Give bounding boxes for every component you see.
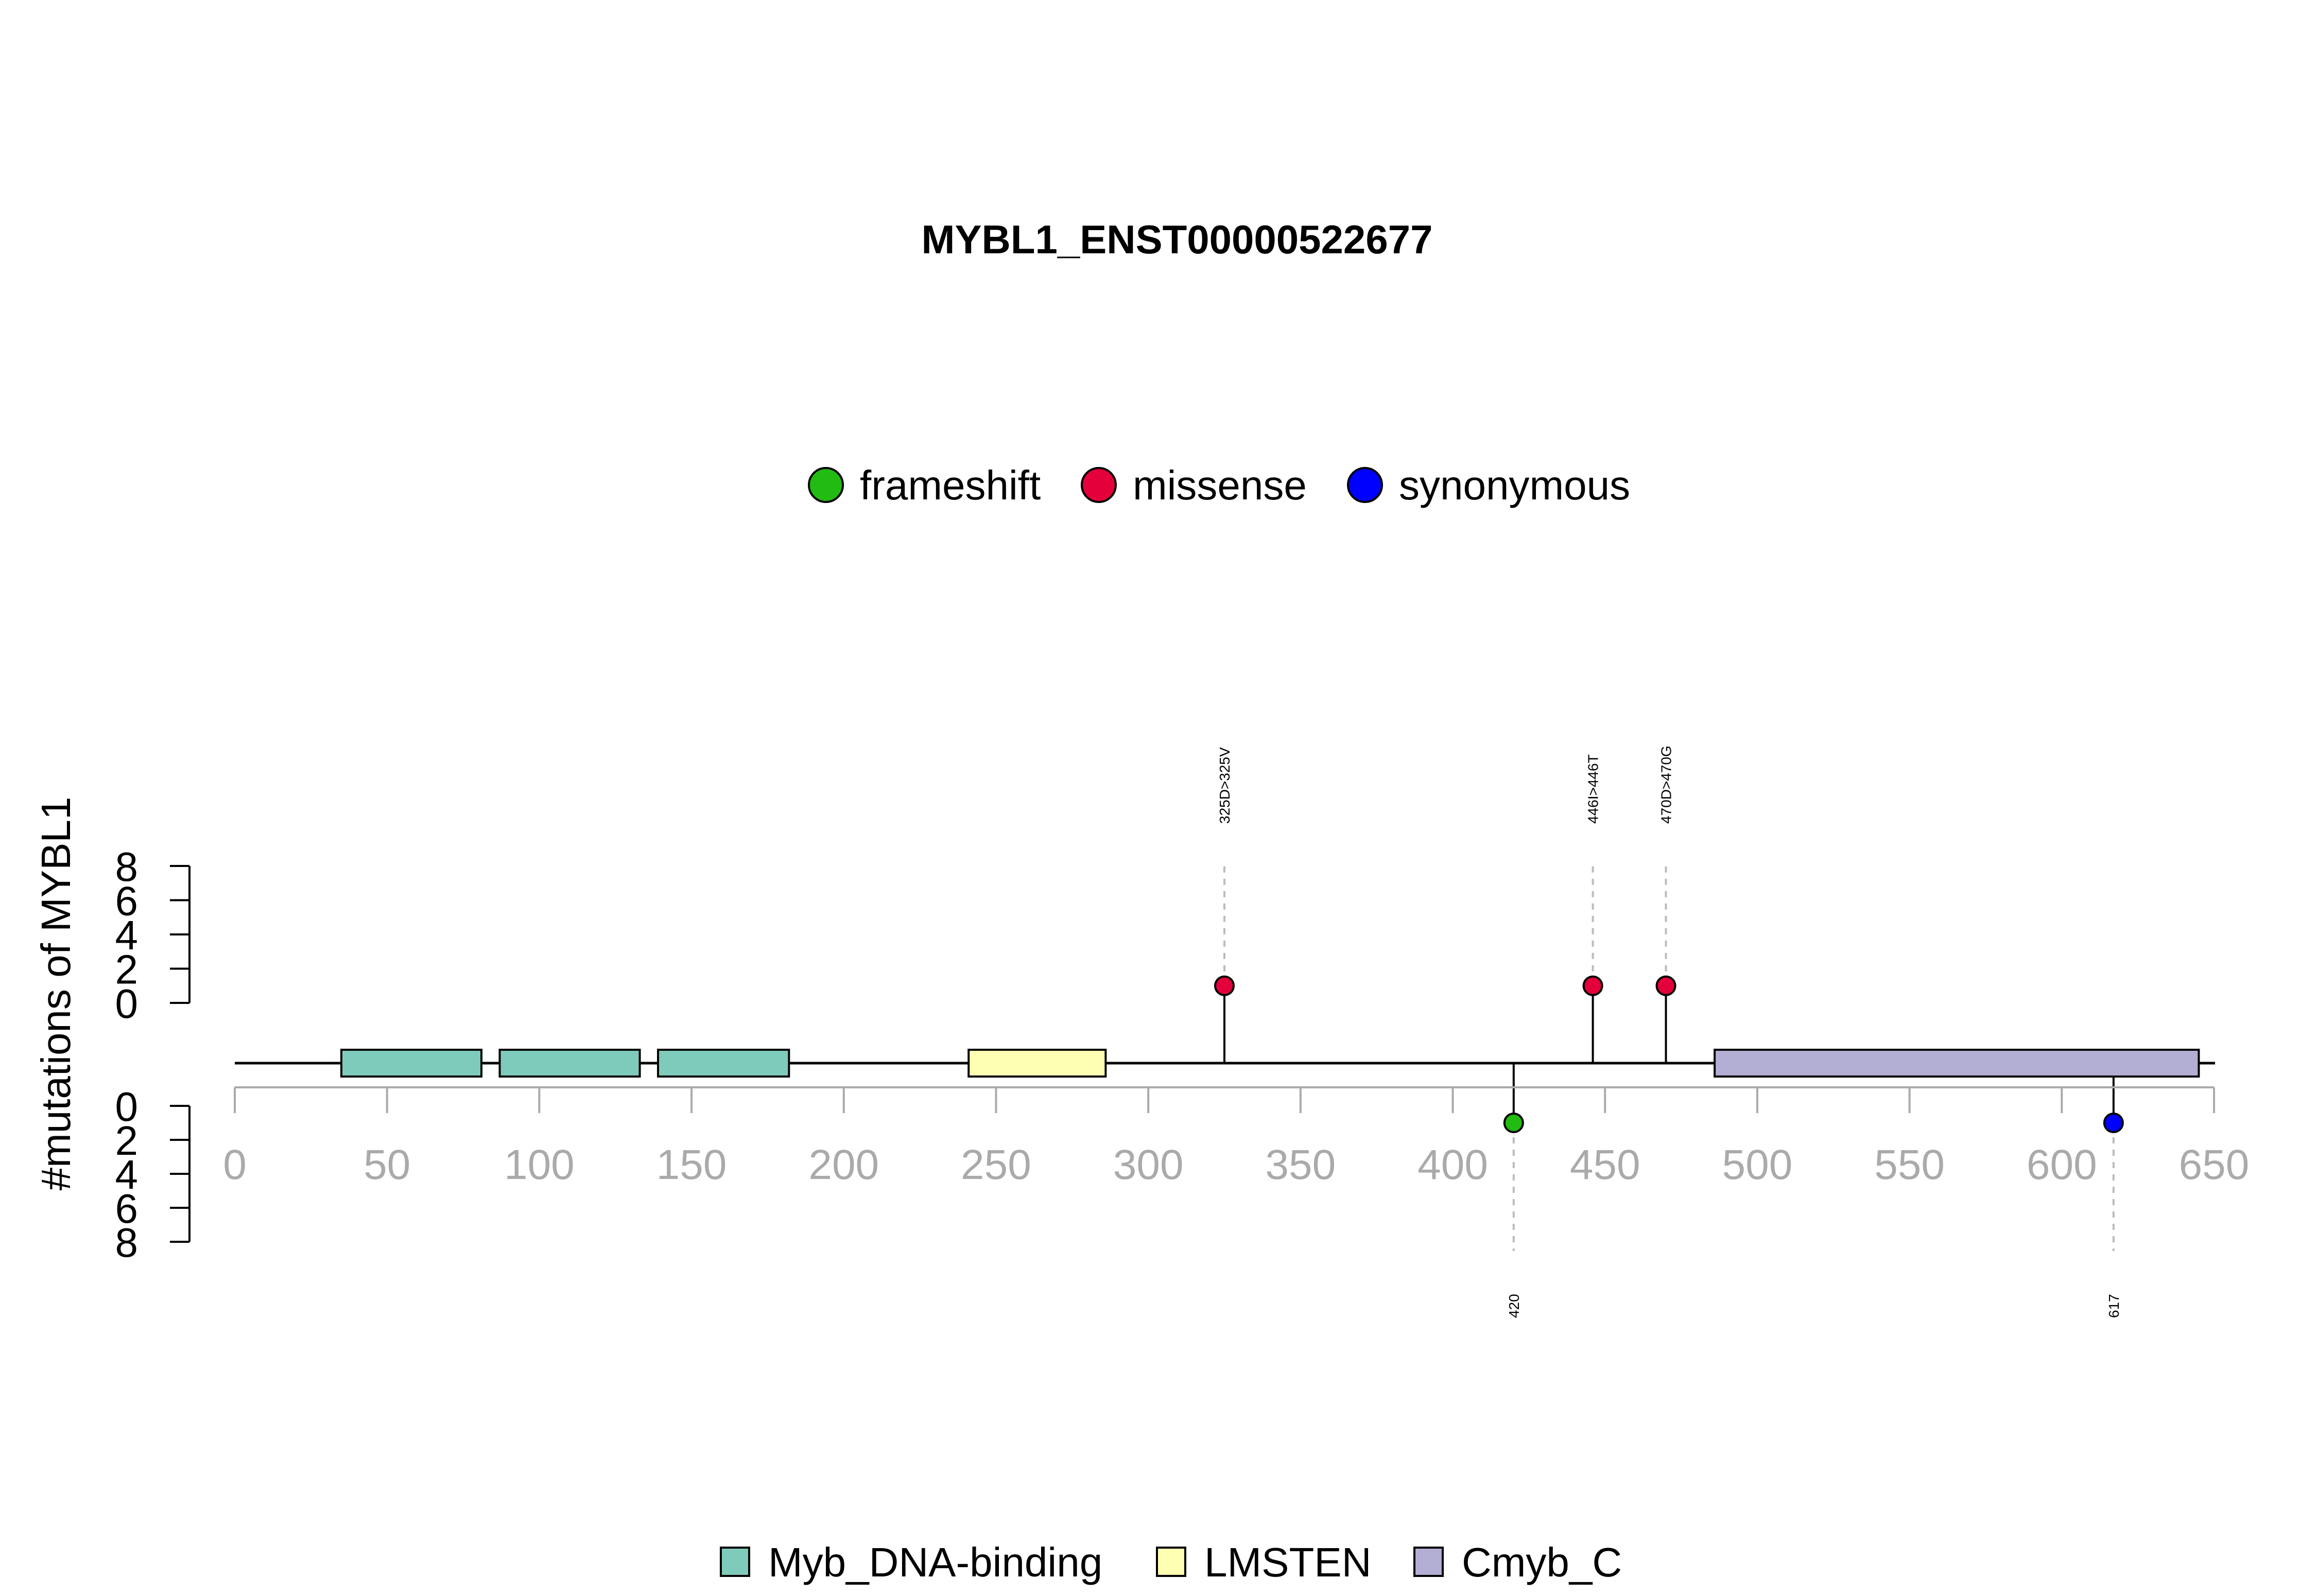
legend-label-frameshift: frameshift xyxy=(860,462,1041,508)
x-tick-label: 550 xyxy=(1874,1141,1945,1188)
x-tick-label: 300 xyxy=(1113,1141,1184,1188)
x-tick-label: 600 xyxy=(2027,1141,2097,1188)
x-tick-label: 350 xyxy=(1265,1141,1336,1188)
mutation-label: 617 xyxy=(2106,1294,2122,1318)
mutation-stems xyxy=(1223,861,2115,1251)
legend-marker-synonymous xyxy=(1347,467,1383,503)
y-upper-tick-label: 0 xyxy=(115,981,139,1027)
y-lower-tick-label: 2 xyxy=(115,1118,139,1164)
protein-domains xyxy=(340,1049,2200,1078)
legend-label-synonymous: synonymous xyxy=(1399,462,1630,508)
domain-box xyxy=(340,1049,483,1078)
domain-legend-label: LMSTEN xyxy=(1204,1539,1372,1585)
x-tick-label: 650 xyxy=(2179,1141,2250,1188)
mutation-point xyxy=(1214,975,1235,996)
domain-legend-swatch xyxy=(1156,1547,1186,1577)
y-upper-tick-label: 2 xyxy=(115,947,139,993)
y-lower-tick-label: 4 xyxy=(115,1152,139,1198)
x-axis: 0 50 100 150 200 250 300 350 400 450 500 550 600 650 xyxy=(223,1086,2250,1188)
chart-title: MYBL1_ENST00000522677 xyxy=(922,217,1433,262)
x-tick-label: 100 xyxy=(504,1141,575,1188)
domain-box xyxy=(657,1049,790,1078)
y-upper-tick-label: 8 xyxy=(115,844,139,890)
mutation-point xyxy=(2103,1113,2124,1133)
y-lower-tick-label: 0 xyxy=(115,1084,139,1130)
x-tick-label: 250 xyxy=(961,1141,1031,1188)
domain-legend-label: Myb_DNA-binding xyxy=(768,1539,1102,1585)
domain-box xyxy=(967,1049,1107,1078)
mutation-points xyxy=(1214,975,2124,1133)
mutation-label: 470D>470G xyxy=(1658,745,1674,824)
x-tick-label: 400 xyxy=(1417,1141,1488,1188)
mutation-point xyxy=(1655,975,1676,996)
y-lower-tick-label: 6 xyxy=(115,1186,139,1231)
legend-marker-frameshift xyxy=(808,467,844,503)
legend-label-missense: missense xyxy=(1133,462,1307,508)
y-upper-tick-label: 4 xyxy=(115,912,139,958)
mutation-label: 446I>446T xyxy=(1585,754,1601,824)
domain-box xyxy=(498,1049,641,1078)
mutation-labels: 325D>325V 446I>446T 470D>470G 420 617 xyxy=(1217,745,2122,1318)
mutation-point xyxy=(1503,1113,1524,1133)
domain-legend-label: Cmyb_C xyxy=(1462,1539,1622,1585)
mutation-label: 420 xyxy=(1506,1294,1522,1318)
domain-legend-swatch xyxy=(720,1547,750,1577)
domain-legend: Myb_DNA-binding LMSTEN Cmyb_C xyxy=(720,1539,1622,1585)
mutation-label: 325D>325V xyxy=(1217,747,1233,824)
x-tick-label: 0 xyxy=(223,1141,247,1188)
legend-marker-missense xyxy=(1081,467,1117,503)
y-axis-label: #mutations of MYBL1 xyxy=(33,797,79,1191)
x-tick-label: 50 xyxy=(364,1141,410,1188)
x-tick-label: 500 xyxy=(1722,1141,1793,1188)
domain-legend-swatch xyxy=(1413,1547,1444,1577)
mutation-legend: frameshift missense synonymous xyxy=(808,462,1630,508)
domain-box xyxy=(1714,1049,2200,1078)
x-tick-label: 150 xyxy=(656,1141,727,1188)
mutation-point xyxy=(1582,975,1603,996)
y-lower-tick-label: 8 xyxy=(115,1220,139,1265)
y-upper-tick-label: 6 xyxy=(115,878,139,924)
x-tick-label: 200 xyxy=(808,1141,879,1188)
x-tick-label: 450 xyxy=(1570,1141,1640,1188)
